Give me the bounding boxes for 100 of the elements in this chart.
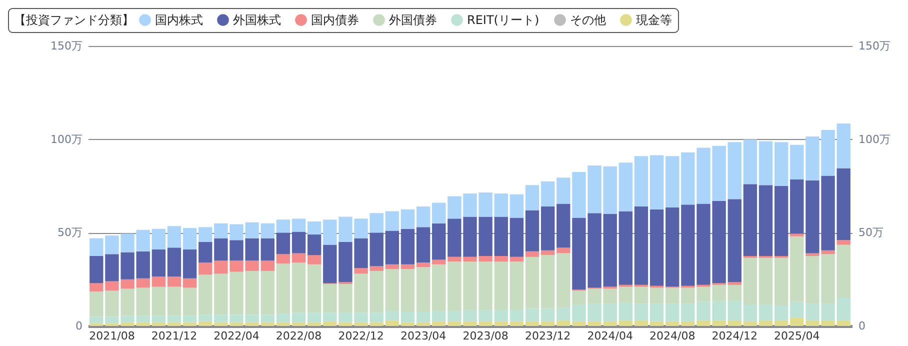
x-tick-label: 2021/12 <box>151 330 198 342</box>
bar <box>525 256 540 308</box>
bar <box>774 258 788 306</box>
bar <box>400 312 415 322</box>
bar <box>198 227 212 242</box>
bar <box>307 312 322 322</box>
y2-tick-label: 100万 <box>858 132 890 146</box>
bar <box>525 308 540 322</box>
bar <box>790 144 804 180</box>
bar <box>494 262 508 310</box>
x-tick-label: 2024/04 <box>587 330 633 342</box>
legend-label: その他 <box>570 13 606 27</box>
bar <box>136 278 150 288</box>
bar <box>400 264 415 270</box>
bar <box>634 286 648 304</box>
bar <box>182 316 197 322</box>
legend-label: 国内株式 <box>155 13 203 27</box>
y2-tick-label: 150万 <box>858 40 890 52</box>
bar <box>634 206 648 285</box>
bar <box>198 321 212 326</box>
bar <box>292 232 306 254</box>
x-tick-label: 2021/08 <box>89 330 135 342</box>
bar <box>556 248 570 254</box>
bar <box>276 263 290 314</box>
bar <box>276 314 290 322</box>
bar <box>758 320 773 326</box>
bar <box>260 270 274 315</box>
x-tick-label: 2022/12 <box>338 330 384 342</box>
bar <box>728 199 742 282</box>
bar <box>618 320 633 326</box>
bar <box>136 230 150 252</box>
bar <box>790 318 804 326</box>
bar <box>790 179 804 234</box>
bar <box>416 262 430 268</box>
bar <box>540 250 555 256</box>
bar <box>400 209 415 229</box>
bar <box>556 253 570 308</box>
bar <box>743 321 758 326</box>
bar <box>198 314 212 322</box>
bar <box>540 255 555 308</box>
bar <box>385 211 400 231</box>
bar <box>432 223 446 260</box>
bar <box>666 288 680 304</box>
legend-label: 国内債券 <box>311 13 359 27</box>
y-tick-label: 0 <box>76 320 82 332</box>
y2-tick-label: 0 <box>858 320 866 332</box>
bar <box>774 186 788 256</box>
bar <box>494 310 508 322</box>
bar <box>260 314 274 322</box>
bar <box>556 178 570 204</box>
bar <box>836 240 850 245</box>
legend-label: 外国債券 <box>389 13 437 27</box>
bar <box>400 269 415 312</box>
bar <box>494 193 508 217</box>
bar <box>432 260 446 264</box>
bar <box>728 320 742 326</box>
bar <box>510 262 524 310</box>
bar <box>634 304 648 320</box>
x-tick-label: 2023/08 <box>462 330 508 342</box>
x-tick-label: 2024/08 <box>650 330 696 342</box>
bar <box>634 156 648 207</box>
bar <box>136 288 150 316</box>
bar <box>152 286 166 316</box>
bar <box>525 321 540 326</box>
bar <box>292 322 306 326</box>
bar <box>385 230 400 264</box>
bar <box>416 206 430 228</box>
bar <box>260 322 274 326</box>
legend-label: 現金等 <box>636 13 672 27</box>
bar <box>758 185 773 256</box>
x-tick-label: 2022/04 <box>214 330 260 342</box>
bar <box>510 310 524 322</box>
bar <box>556 204 570 248</box>
legend-title: 【投資ファンド分類】 <box>14 13 134 27</box>
bar <box>432 264 446 312</box>
bar <box>790 236 804 302</box>
bar <box>416 227 430 263</box>
bar <box>510 218 524 257</box>
bar <box>743 139 758 184</box>
bar <box>307 221 322 235</box>
bar <box>354 268 368 274</box>
bar <box>182 249 197 278</box>
bar <box>182 228 197 250</box>
bar <box>774 320 788 326</box>
bar <box>136 316 150 322</box>
bar <box>260 223 274 238</box>
bar <box>510 256 524 262</box>
bar <box>556 320 570 326</box>
x-tick-label: 2025/04 <box>774 330 820 342</box>
bar <box>276 322 290 326</box>
bar <box>182 322 197 326</box>
bar <box>618 302 633 320</box>
bar <box>666 304 680 322</box>
bar <box>525 210 540 252</box>
bar <box>307 264 322 313</box>
bar <box>416 267 430 312</box>
bar <box>774 142 788 186</box>
bar <box>370 213 384 233</box>
bar <box>152 228 166 250</box>
y-tick-label: 150万 <box>50 40 82 52</box>
